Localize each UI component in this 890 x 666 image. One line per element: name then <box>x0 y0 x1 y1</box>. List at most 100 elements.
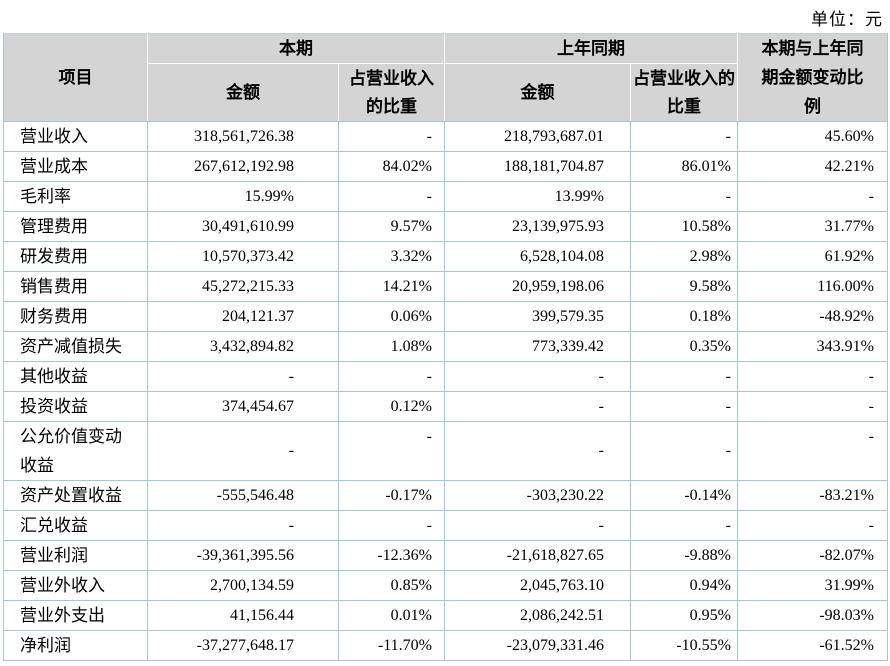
cell-current-pct: -12.36% <box>338 540 445 572</box>
cell-current-amount: - <box>147 510 339 542</box>
table-row: 营业外收入 2,700,134.59 0.85% 2,045,763.10 0.… <box>3 570 888 602</box>
cell-current-pct: 84.02% <box>338 151 445 182</box>
cell-prior-pct: -10.55% <box>630 630 738 662</box>
header-current-period: 本期 <box>147 32 445 65</box>
cell-change-ratio: - <box>737 181 888 212</box>
cell-item-label: 汇兑收益 <box>3 510 148 542</box>
header-prior-amount: 金额 <box>444 63 631 122</box>
header-current-amount: 金额 <box>147 63 339 122</box>
table-body: 营业收入 318,561,726.38 - 218,793,687.01 - 4… <box>3 121 888 662</box>
header-item: 项目 <box>3 33 148 122</box>
cell-prior-pct: - <box>630 181 738 212</box>
header-row-subcolumns: 金额 占营业收入 的比重 金额 占营业收入的 比重 <box>4 63 888 122</box>
cell-item-label: 营业利润 <box>3 540 148 572</box>
cell-prior-amount: 218,793,687.01 <box>444 121 631 152</box>
cell-prior-amount: -23,079,331.46 <box>444 630 631 662</box>
cell-change-ratio: -48.92% <box>737 301 888 332</box>
cell-current-amount: -37,277,648.17 <box>147 630 339 662</box>
cell-change-ratio: 45.60% <box>737 121 888 152</box>
cell-item-label: 营业成本 <box>3 151 148 182</box>
cell-prior-amount: -303,230.22 <box>444 480 631 512</box>
cell-prior-amount: 773,339.42 <box>444 331 631 362</box>
cell-prior-pct: - <box>630 510 738 542</box>
cell-current-amount: 10,570,373.42 <box>147 241 339 272</box>
cell-change-ratio: 116.00% <box>737 271 888 302</box>
cell-current-amount: 41,156.44 <box>147 600 339 632</box>
table-row: 营业成本 267,612,192.98 84.02% 188,181,704.8… <box>3 151 888 182</box>
header-prior-period: 上年同期 <box>444 32 738 65</box>
cell-item-label: 营业收入 <box>3 121 148 152</box>
cell-change-ratio: -82.07% <box>737 540 888 572</box>
cell-current-pct: 0.85% <box>338 570 445 602</box>
cell-change-ratio: -98.03% <box>737 600 888 632</box>
cell-current-amount: 30,491,610.99 <box>147 211 339 242</box>
cell-current-pct: 9.57% <box>338 211 445 242</box>
table-header: 项目 本期 上年同期 本期与上年同 期金额变动比 例 金额 占营业收入 的比重 … <box>3 32 888 122</box>
header-prior-pct-of-revenue: 占营业收入的 比重 <box>630 63 738 122</box>
table-row: 营业收入 318,561,726.38 - 218,793,687.01 - 4… <box>3 121 888 152</box>
cell-prior-amount: 13.99% <box>444 181 631 212</box>
cell-prior-amount: - <box>444 510 631 542</box>
table-row: 销售费用 45,272,215.33 14.21% 20,959,198.06 … <box>3 271 888 302</box>
cell-change-ratio: - <box>737 361 888 392</box>
cell-prior-pct: - <box>630 121 738 152</box>
cell-item-label: 研发费用 <box>3 241 148 272</box>
cell-prior-amount: - <box>444 391 631 422</box>
cell-current-pct: - <box>338 181 445 212</box>
cell-item-label: 营业外收入 <box>3 570 148 602</box>
cell-item-label: 资产处置收益 <box>3 480 148 512</box>
cell-change-ratio: - <box>737 391 888 422</box>
header-current-pct-of-revenue: 占营业收入 的比重 <box>338 63 445 122</box>
cell-prior-amount: 2,045,763.10 <box>444 570 631 602</box>
cell-current-amount: -555,546.48 <box>147 480 339 512</box>
cell-prior-pct: - <box>630 420 738 482</box>
cell-current-pct: - <box>338 121 445 152</box>
cell-current-amount: 45,272,215.33 <box>147 271 339 302</box>
cell-current-amount: 267,612,192.98 <box>147 151 339 182</box>
table-row: 资产处置收益 -555,546.48 -0.17% -303,230.22 -0… <box>3 480 888 512</box>
cell-current-pct: 0.01% <box>338 600 445 632</box>
table-row: 资产减值损失 3,432,894.82 1.08% 773,339.42 0.3… <box>3 331 888 362</box>
cell-change-ratio: 31.99% <box>737 570 888 602</box>
cell-item-label: 财务费用 <box>3 301 148 332</box>
cell-prior-pct: 0.18% <box>630 301 738 332</box>
table-row: 毛利率 15.99% - 13.99% - - <box>3 181 888 212</box>
table-row: 研发费用 10,570,373.42 3.32% 6,528,104.08 2.… <box>3 241 888 272</box>
table-row: 其他收益 - - - - - <box>3 361 888 392</box>
cell-current-amount: 3,432,894.82 <box>147 331 339 362</box>
cell-prior-pct: 0.94% <box>630 570 738 602</box>
cell-current-pct: -0.17% <box>338 480 445 512</box>
cell-prior-pct: - <box>630 391 738 422</box>
cell-prior-pct: 2.98% <box>630 241 738 272</box>
cell-change-ratio: 343.91% <box>737 331 888 362</box>
header-change-ratio: 本期与上年同 期金额变动比 例 <box>737 33 888 122</box>
cell-change-ratio: - <box>737 420 888 482</box>
table-row: 投资收益 374,454.67 0.12% - - - <box>3 391 888 422</box>
cell-current-amount: 204,121.37 <box>147 301 339 332</box>
cell-current-pct: 1.08% <box>338 331 445 362</box>
table-row: 财务费用 204,121.37 0.06% 399,579.35 0.18% -… <box>3 301 888 332</box>
cell-item-label: 管理费用 <box>3 211 148 242</box>
table-row: 管理费用 30,491,610.99 9.57% 23,139,975.93 1… <box>3 211 888 242</box>
table-row: 营业外支出 41,156.44 0.01% 2,086,242.51 0.95%… <box>3 600 888 632</box>
cell-current-pct: - <box>338 361 445 392</box>
table-row: 公允价值变动 收益 - - - - - <box>3 420 888 482</box>
cell-prior-amount: 399,579.35 <box>444 301 631 332</box>
cell-prior-amount: 188,181,704.87 <box>444 151 631 182</box>
cell-prior-amount: - <box>444 420 631 482</box>
cell-current-amount: - <box>147 361 339 392</box>
cell-prior-pct: 0.35% <box>630 331 738 362</box>
cell-current-pct: 0.12% <box>338 391 445 422</box>
cell-current-pct: - <box>338 510 445 542</box>
table-row: 汇兑收益 - - - - - <box>3 510 888 542</box>
table-row: 净利润 -37,277,648.17 -11.70% -23,079,331.4… <box>3 630 888 662</box>
cell-prior-amount: 23,139,975.93 <box>444 211 631 242</box>
cell-current-pct: -11.70% <box>338 630 445 662</box>
unit-label: 单位：元 <box>811 10 883 29</box>
cell-item-label: 投资收益 <box>3 391 148 422</box>
cell-prior-pct: 86.01% <box>630 151 738 182</box>
cell-item-label: 资产减值损失 <box>3 331 148 362</box>
cell-prior-pct: -0.14% <box>630 480 738 512</box>
cell-item-label: 净利润 <box>3 630 148 662</box>
cell-prior-pct: -9.88% <box>630 540 738 572</box>
